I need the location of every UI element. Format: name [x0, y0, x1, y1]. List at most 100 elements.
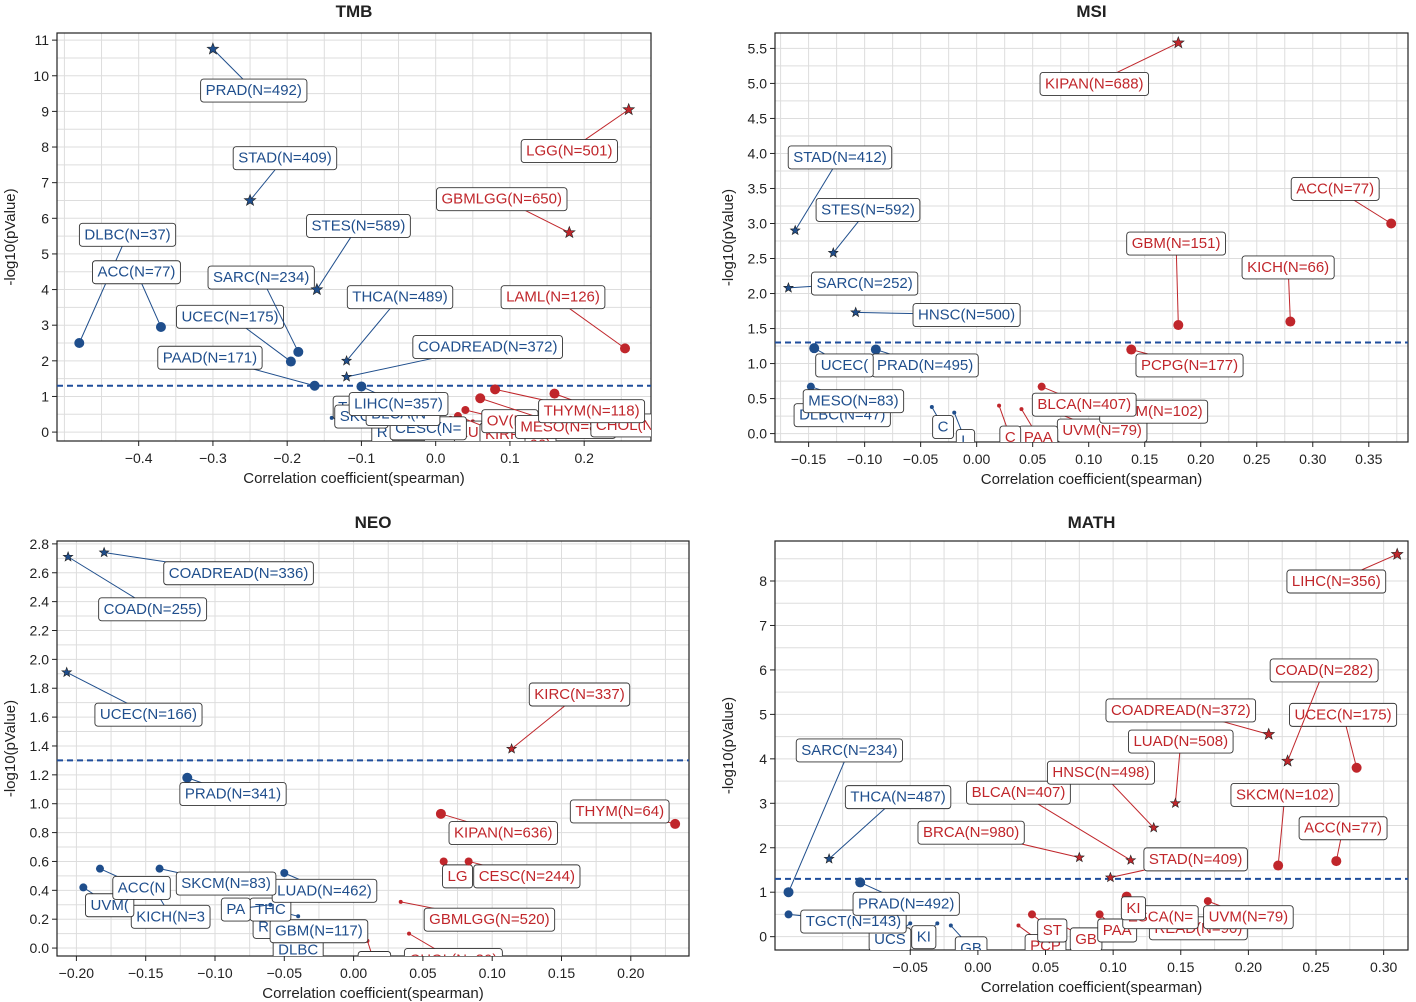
point-acc[interactable]: ACC(N=77)	[1290, 177, 1397, 229]
dot-marker	[1203, 897, 1212, 906]
point-luad[interactable]: LUAD(N=462)	[271, 869, 378, 903]
star-marker	[1262, 727, 1276, 740]
point-pcpg[interactable]: PCPG(N=177)	[1126, 344, 1244, 378]
point-ucec[interactable]: UCEC(N=175)	[1289, 702, 1398, 773]
point-ucec[interactable]: UCEC(	[809, 343, 874, 378]
point-stes[interactable]: STES(N=592)	[815, 198, 921, 258]
point-coadread[interactable]: COADREAD(N=372)	[340, 335, 563, 382]
point-lgg[interactable]: LGG(N=501)	[520, 102, 636, 164]
point-gbmlgg[interactable]: GB	[948, 923, 988, 960]
point-hnsc[interactable]: HNSC(N=500)	[850, 303, 1021, 327]
point-label: COADREAD(N=372)	[1111, 702, 1251, 719]
point-hnsc[interactable]: HNSC(N=498)	[1046, 760, 1160, 833]
point-label: GBM(N=117)	[275, 923, 363, 940]
point-paad[interactable]: PAA	[1018, 407, 1059, 449]
label-box	[175, 304, 285, 329]
point-gbmlgg[interactable]: GBMLGG(N=650)	[436, 187, 576, 239]
label-box	[795, 738, 903, 763]
point-meso[interactable]: MESO(N=83)	[802, 382, 905, 414]
point-acc[interactable]: ACC(N	[95, 864, 171, 900]
panel-title: MATH	[1068, 513, 1116, 532]
point-lgg[interactable]: LG	[439, 857, 474, 889]
point-pradn=492[interactable]: PRAD(N=492)	[200, 42, 308, 103]
point-prad[interactable]: PRAD(N=492)	[852, 877, 960, 916]
label-box	[1298, 816, 1388, 841]
point-kipan[interactable]: KIPAN(N=688)	[1039, 35, 1185, 96]
label-box	[955, 429, 976, 442]
point-thca[interactable]: THCA(N=489)	[340, 285, 454, 366]
data-layer: ESKICH(N=66)RTGCLUSKCMKIRPCESC(N=BLCA(N=…	[74, 42, 651, 441]
point-label: ACC(N	[118, 879, 166, 896]
point-coad[interactable]: COAD(N=282)	[1269, 658, 1379, 767]
dot-marker	[74, 338, 85, 349]
point-coad[interactable]: C	[997, 403, 1022, 450]
point-prad[interactable]: PRAD(N=495)	[870, 344, 979, 378]
point-ucec[interactable]: UCEC(N=166)	[61, 666, 203, 727]
point-gbm[interactable]: GBM(N=117)	[269, 917, 369, 944]
y-tick-label: 4	[41, 282, 49, 298]
y-tick-label: 3	[41, 317, 49, 333]
point-gbmlgg[interactable]: GBMLGG(N=520)	[398, 899, 556, 932]
point-dlbc[interactable]: DLBC(N=37)	[74, 222, 177, 349]
point-thym[interactable]: THYM(N=64)	[569, 799, 681, 829]
point-blca[interactable]: BLCA(N=407)	[1031, 382, 1137, 417]
point-laml[interactable]: LAML(N=126)	[500, 285, 631, 354]
point-skcm[interactable]: SKCM(N=83)	[155, 864, 277, 896]
star-marker	[789, 224, 801, 236]
point-thca[interactable]: THCA(N=487)	[823, 785, 952, 864]
point-stes[interactable]: STES(N=589)	[306, 213, 411, 296]
point-stad[interactable]: STAD(N=412)	[787, 145, 893, 236]
point-kich[interactable]: KICH(N=3	[130, 895, 211, 929]
point-acc[interactable]: ACC(N=77)	[92, 260, 181, 332]
point-coad[interactable]: COAD(N=255)	[62, 551, 208, 622]
label-box	[436, 187, 568, 212]
point-paad[interactable]: PAAD(N=171)	[157, 345, 320, 391]
dot-marker	[490, 384, 501, 395]
point-cesc[interactable]: CESC(N=244)	[464, 857, 581, 889]
point-luad[interactable]: LUAD(N=508)	[1128, 729, 1234, 808]
point-stad[interactable]: STAD(N=409)	[1104, 847, 1248, 883]
point-lihc[interactable]: L	[952, 410, 976, 453]
point-thym[interactable]: THYM(N=118)	[490, 384, 646, 424]
dot-marker	[79, 883, 88, 892]
point-uvm[interactable]: UVM(N=79)	[1203, 897, 1294, 930]
grid-lines	[57, 541, 689, 956]
point-gbm[interactable]: GBM(N=151)	[1126, 231, 1226, 331]
point-sarc[interactable]: SARC(N=234)	[783, 738, 903, 898]
point-uvm[interactable]: UVM(N=79)	[1053, 410, 1148, 443]
y-tick-label: 4	[759, 751, 767, 767]
point-coadread[interactable]: COADREAD(N=372)	[1105, 698, 1276, 740]
point-acc[interactable]: ACC(N=77)	[1298, 816, 1388, 867]
point-coadread[interactable]: COADREAD(N=336)	[98, 546, 314, 586]
y-tick-label: 2.0	[748, 286, 768, 302]
point-chol[interactable]: CHOL(N=30)	[403, 931, 503, 972]
point-blca[interactable]: BLCA(N=407)	[966, 780, 1137, 865]
point-ucec[interactable]: UCEC(N=175)	[175, 304, 296, 367]
point-kirc[interactable]: KIRC(N=337)	[505, 682, 631, 754]
point-lihc[interactable]: LIHC(N=357)	[348, 381, 449, 417]
point-sarc[interactable]: SARC(N=234)	[207, 265, 315, 357]
point-cesc[interactable]: C	[929, 404, 954, 440]
point-label: R	[377, 424, 388, 441]
point-label: STAD(N=412)	[793, 149, 887, 166]
point-stes[interactable]: ST	[1027, 910, 1068, 943]
point-kirc[interactable]: KI	[1120, 891, 1146, 921]
point-paad[interactable]: PA	[220, 897, 273, 922]
point-kipan[interactable]: KIPAN(N=636)	[435, 808, 558, 846]
point-prad[interactable]: PRAD(N=341)	[179, 772, 287, 807]
point-kich[interactable]: KI	[911, 921, 940, 950]
label-box	[442, 864, 474, 889]
point-label: KIPAN(N=636)	[454, 825, 553, 842]
point-tgct[interactable]: TGCT(N=143)	[784, 909, 907, 934]
point-kich[interactable]: KICH(N=66)	[1241, 255, 1335, 327]
point-label: KI	[917, 929, 931, 946]
point-brca[interactable]: BRCA(N=980)	[917, 820, 1085, 863]
point-skcm[interactable]: SKCM(N=102)	[1230, 782, 1340, 871]
y-tick-label: 1.0	[30, 796, 50, 812]
point-lihc[interactable]: LIHC(N=356)	[1286, 547, 1404, 594]
point-stad[interactable]: STAD(N=409)	[232, 146, 338, 207]
point-label: HNSC(N=500)	[918, 307, 1015, 324]
point-sarc[interactable]: SARC(N=252)	[782, 271, 919, 296]
